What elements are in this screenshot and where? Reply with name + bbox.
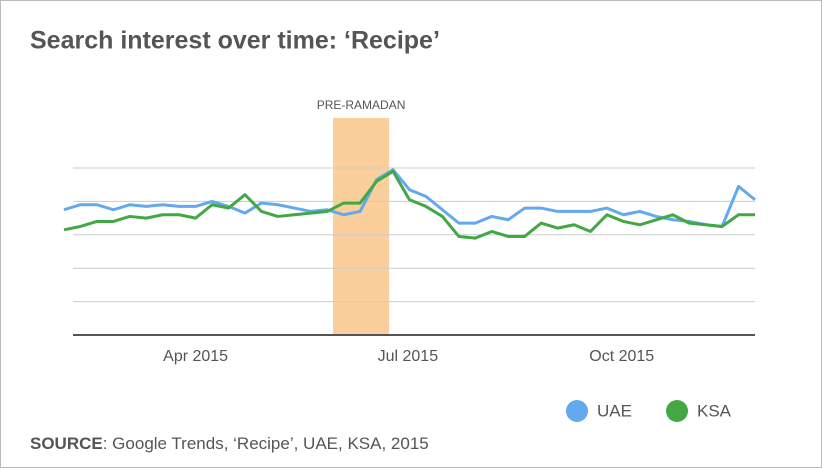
legend-swatch xyxy=(666,400,688,422)
legend-label: KSA xyxy=(697,401,732,420)
source-text: : Google Trends, ‘Recipe’, UAE, KSA, 201… xyxy=(103,434,429,453)
source: SOURCE: Google Trends, ‘Recipe’, UAE, KS… xyxy=(30,434,429,453)
chart-title: Search interest over time: ‘Recipe’ xyxy=(30,27,440,55)
annotation-band xyxy=(332,118,390,335)
x-tick-label: Jul 2015 xyxy=(378,348,439,365)
x-tick-label: Apr 2015 xyxy=(163,348,228,365)
legend-swatch xyxy=(566,400,588,422)
x-tick-label: Oct 2015 xyxy=(589,348,654,365)
legend-label: UAE xyxy=(597,401,632,420)
source-label: SOURCE xyxy=(30,434,103,453)
annotation-label: PRE-RAMADAN xyxy=(317,98,406,112)
series-line xyxy=(63,168,756,228)
series-line xyxy=(63,169,755,240)
